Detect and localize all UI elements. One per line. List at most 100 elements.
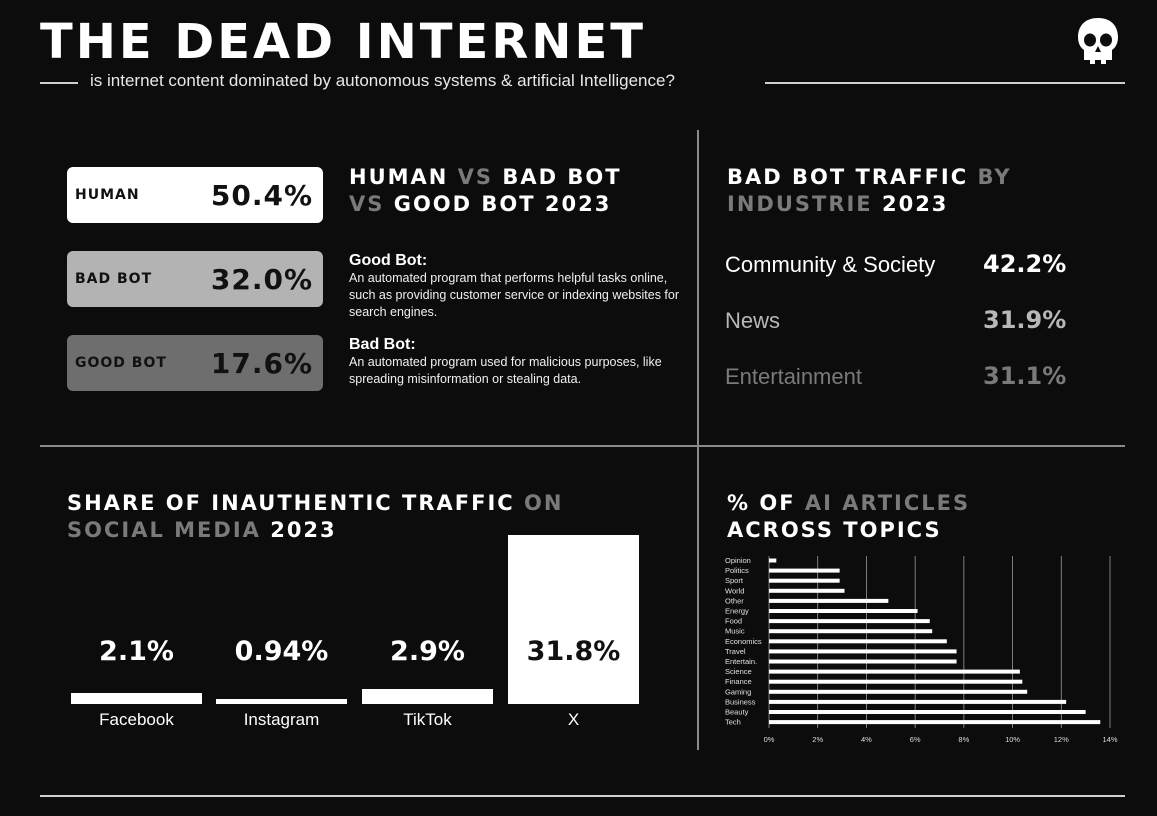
ai-x-tick-label: 14% <box>1102 735 1117 744</box>
social-value-label: 2.9% <box>390 636 465 667</box>
ai-bar <box>769 639 947 644</box>
ai-bar <box>769 598 889 603</box>
ai-category-label: Business <box>725 697 756 706</box>
social-value-label: 0.94% <box>234 636 329 667</box>
social-heading: SHARE OF INAUTHENTIC TRAFFIC ON SOCIAL M… <box>67 490 563 544</box>
card-value: 32.0% <box>210 262 313 296</box>
ai-bar <box>769 649 957 654</box>
ai-x-tick-label: 10% <box>1005 735 1020 744</box>
ai-category-label: Music <box>725 627 745 636</box>
heading-part: VS <box>349 192 385 216</box>
industry-value: 31.9% <box>983 306 1067 334</box>
ai-heading: % OF AI ARTICLES ACROSS TOPICS <box>727 490 970 544</box>
social-category-label: TikTok <box>403 710 452 729</box>
ai-x-tick-label: 6% <box>910 735 921 744</box>
heading-part: SOCIAL MEDIA <box>67 518 261 542</box>
card-label: BAD BOT <box>75 271 153 287</box>
heading-part: 2023 <box>881 192 949 216</box>
ai-bar <box>769 699 1067 704</box>
heading-part: % OF <box>727 491 796 515</box>
social-bar <box>362 688 493 704</box>
heading-part: GOOD BOT 2023 <box>393 192 612 216</box>
social-bar <box>508 535 639 704</box>
ai-articles-chart: 0% 2% 4% 6% 8% 10% 12% 14% OpinionPoliticsSportW… <box>725 556 1118 744</box>
skull-icon <box>1078 18 1118 64</box>
card-value: 17.6% <box>210 346 313 380</box>
definition-text: An automated program used for malicious … <box>349 355 662 386</box>
bottom-rule <box>40 795 1125 797</box>
subtitle-rule-right <box>765 82 1125 84</box>
ai-bar <box>769 568 840 573</box>
heading-part: HUMAN <box>349 165 449 189</box>
horizontal-divider <box>40 445 1125 447</box>
ai-x-tick-label: 4% <box>861 735 872 744</box>
traffic-heading: HUMAN VS BAD BOT VS GOOD BOT 2023 <box>349 164 622 218</box>
ai-bar <box>769 669 1020 674</box>
ai-category-label: Politics <box>725 566 749 575</box>
industry-name: Entertainment <box>725 364 862 389</box>
heading-part: BY <box>977 165 1012 189</box>
ai-bar <box>769 619 930 624</box>
ai-category-label: Tech <box>725 718 741 727</box>
ai-bar <box>769 720 1101 725</box>
ai-category-label: Food <box>725 617 742 626</box>
definition-term: Good Bot: <box>349 252 428 269</box>
ai-x-tick-label: 0% <box>764 735 775 744</box>
industry-heading: BAD BOT TRAFFIC BY INDUSTRIE 2023 <box>727 164 1012 218</box>
ai-category-label: Opinion <box>725 556 751 565</box>
page-subtitle: is internet content dominated by autonom… <box>90 71 675 90</box>
heading-part: INDUSTRIE <box>727 192 873 216</box>
industry-value: 31.1% <box>983 362 1067 390</box>
ai-category-label: Entertain. <box>725 657 757 666</box>
ai-bar <box>769 710 1086 714</box>
definition-text: An automated program that performs helpf… <box>349 271 680 319</box>
ai-category-label: Energy <box>725 607 749 616</box>
social-bar <box>216 699 347 704</box>
ai-bar <box>769 629 933 634</box>
industry-name: Community & Society <box>725 252 936 277</box>
ai-category-label: Finance <box>725 677 752 686</box>
definition-bad-bot: Bad Bot: An automated program used for m… <box>349 336 679 388</box>
industry-name: News <box>725 308 781 333</box>
traffic-card-human: HUMAN 50.4% <box>67 167 323 223</box>
ai-bar <box>769 588 845 593</box>
card-value: 50.4% <box>210 178 313 212</box>
ai-bar <box>769 659 957 664</box>
definition-term: Bad Bot: <box>349 336 416 353</box>
subtitle-rule-left <box>40 82 78 84</box>
traffic-card-good-bot: GOOD BOT 17.6% <box>67 335 323 391</box>
ai-bar <box>769 689 1028 694</box>
social-category-label: Facebook <box>99 710 174 729</box>
heading-part: BAD BOT TRAFFIC <box>727 165 969 189</box>
ai-x-tick-label: 8% <box>958 735 969 744</box>
social-value-label: 31.8% <box>526 636 621 667</box>
page-title: THE DEAD INTERNET <box>40 14 646 70</box>
ai-x-tick-label: 12% <box>1054 735 1069 744</box>
heading-part: ON <box>524 491 564 515</box>
ai-category-label: Economics <box>725 637 762 646</box>
ai-x-tick-label: 2% <box>812 735 823 744</box>
traffic-card-bad-bot: BAD BOT 32.0% <box>67 251 323 307</box>
social-category-label: Instagram <box>243 710 320 729</box>
ai-bar <box>769 679 1023 684</box>
heading-part: SHARE OF INAUTHENTIC TRAFFIC <box>67 491 515 515</box>
card-label: HUMAN <box>75 187 140 203</box>
heading-part: VS <box>457 165 494 189</box>
card-label: GOOD BOT <box>75 355 167 371</box>
heading-part: ACROSS TOPICS <box>727 518 942 542</box>
social-value-label: 2.1% <box>99 636 174 667</box>
ai-category-label: Beauty <box>725 708 749 717</box>
ai-category-label: Other <box>725 596 744 605</box>
social-bar <box>71 692 202 704</box>
ai-category-label: Gaming <box>725 687 751 696</box>
ai-bar <box>769 558 777 563</box>
ai-bar <box>769 578 840 583</box>
ai-bar <box>769 609 918 613</box>
ai-category-label: Sport <box>725 576 744 585</box>
definition-good-bot: Good Bot: An automated program that perf… <box>349 252 679 321</box>
heading-part: AI ARTICLES <box>804 491 971 515</box>
heading-part: 2023 <box>270 518 337 542</box>
industry-value: 42.2% <box>983 250 1067 278</box>
vertical-divider <box>697 130 699 750</box>
social-category-label: X <box>567 710 580 729</box>
